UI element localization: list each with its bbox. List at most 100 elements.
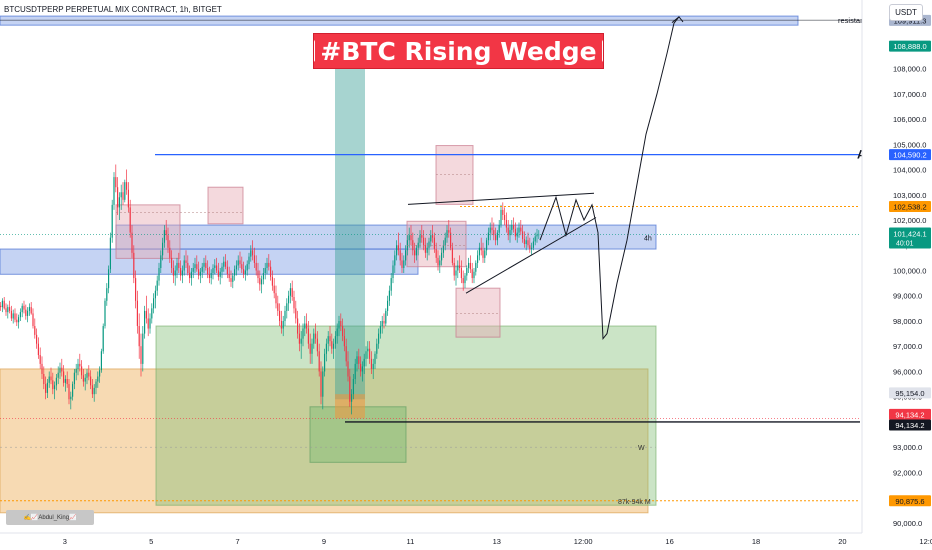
candle [415, 245, 417, 261]
candle [401, 252, 403, 274]
candle [460, 260, 462, 284]
candle [466, 265, 468, 281]
candle [102, 323, 104, 354]
candle [444, 232, 446, 251]
candle [372, 358, 374, 380]
projected-path [539, 16, 680, 341]
candle [417, 237, 419, 256]
candle [538, 230, 540, 239]
price-axis[interactable]: 110,000.0109,000.0108,000.0107,000.0106,… [861, 0, 932, 550]
candle [363, 353, 365, 374]
w-label: W [638, 445, 645, 452]
candle [396, 240, 398, 261]
candle [181, 265, 183, 284]
candle [471, 262, 473, 284]
candle [28, 303, 30, 316]
candle [61, 358, 63, 377]
candle [142, 326, 144, 372]
candle [307, 320, 309, 349]
candle [257, 262, 259, 284]
candle [214, 259, 216, 275]
candle [486, 237, 488, 256]
candle [534, 232, 536, 246]
resistance-label: resistance W [838, 16, 882, 25]
candle [241, 256, 243, 274]
currency-button[interactable]: USDT [889, 4, 923, 21]
candle [311, 338, 313, 364]
candle [207, 260, 209, 279]
candle [52, 372, 54, 395]
candle [495, 227, 497, 246]
price-tick-label: 98,000.0 [893, 317, 922, 326]
candle [73, 368, 75, 390]
candle [277, 295, 279, 316]
candle [43, 366, 45, 390]
candle [450, 227, 452, 251]
candle [360, 356, 362, 377]
candle [433, 232, 435, 253]
candle [5, 303, 7, 316]
candle [115, 164, 117, 193]
candle [176, 257, 178, 279]
candle [174, 265, 176, 286]
level-95-tag: 95,154.0 [895, 389, 924, 398]
candle [297, 310, 299, 339]
candle [280, 310, 282, 334]
candle [482, 242, 484, 263]
candle [300, 331, 302, 359]
candle [68, 379, 70, 405]
candle [217, 262, 219, 281]
candle [502, 202, 504, 221]
candle [428, 237, 430, 256]
candle [273, 278, 275, 299]
candle [457, 260, 459, 279]
candle [469, 255, 471, 274]
candle [201, 262, 203, 279]
candle [408, 227, 410, 248]
candle [264, 262, 266, 280]
orange-level-tag: 102,538.2 [893, 202, 926, 211]
candle [340, 313, 342, 332]
candle [138, 313, 140, 359]
candle [203, 257, 205, 274]
candle [435, 242, 437, 263]
candle [7, 304, 9, 319]
candle [419, 230, 421, 248]
blue-zone-lower [0, 248, 419, 275]
candle [516, 227, 518, 243]
candle [124, 179, 126, 203]
candle [286, 298, 288, 319]
candle [405, 245, 407, 266]
candle [334, 331, 336, 349]
candle [48, 371, 50, 388]
candle [18, 314, 20, 329]
candle [289, 283, 291, 304]
candle [374, 351, 376, 369]
candle [10, 305, 12, 321]
candle [462, 270, 464, 291]
teal-volume-bar [335, 44, 365, 400]
candle [104, 298, 106, 329]
candle [511, 220, 513, 236]
candle [464, 273, 466, 289]
time-tick-label: 13 [493, 537, 501, 546]
candle [513, 217, 515, 233]
price-tick-label: 107,000.0 [893, 90, 926, 99]
candle [230, 270, 232, 287]
candle [480, 237, 482, 256]
zones-layer [0, 15, 799, 514]
candle [167, 227, 169, 253]
candle [70, 391, 72, 410]
candle [156, 275, 158, 296]
candle [439, 255, 441, 274]
candle [498, 220, 500, 238]
candle [9, 300, 11, 314]
candle [304, 315, 306, 337]
candle [403, 255, 405, 274]
candle [46, 379, 48, 398]
candle [505, 212, 507, 233]
candle [288, 290, 290, 311]
price-tick-label: 105,000.0 [893, 140, 926, 149]
